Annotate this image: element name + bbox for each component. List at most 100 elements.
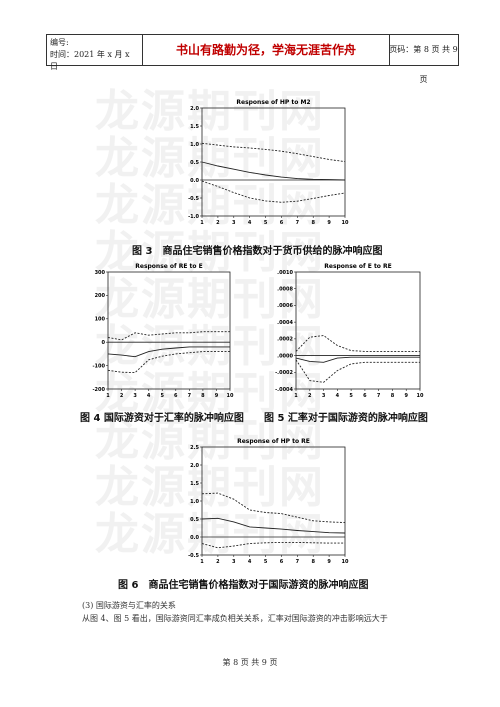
y-tick-label: 0.5 — [190, 517, 199, 523]
y-tick-label: .0000 — [277, 353, 293, 359]
x-tick-label: 6 — [174, 393, 178, 399]
watermark-line: 龙源期刊网 — [95, 368, 325, 419]
x-tick-label: 7 — [188, 393, 192, 399]
chart-svg: Response of E to RE .0010 .0008 .0006 .0004.… — [275, 263, 424, 399]
y-tick-label: -100 — [92, 363, 105, 369]
x-tick-label: 3 — [322, 393, 326, 399]
x-tick-label: 2 — [216, 220, 220, 226]
x-tick-label: 4 — [336, 393, 340, 399]
y-tick-label: 100 — [95, 317, 106, 323]
y-tick-label: .0002 — [277, 337, 293, 343]
x-tick-label: 5 — [349, 393, 353, 399]
x-tick-label: 3 — [232, 220, 236, 226]
figure-5-caption: 图 5 汇率对于国际游资的脉冲响应图 — [264, 413, 428, 424]
chart-title: Response of HP to M2 — [236, 99, 310, 106]
x-tick-label: 2 — [216, 559, 220, 565]
x-tick-label: 3 — [232, 559, 236, 565]
x-tick-label: 8 — [311, 559, 315, 565]
confidence-band-line — [201, 180, 346, 203]
plot-frame — [107, 271, 231, 390]
header-page-info: 页码：第 8 页 共 9 页 — [389, 45, 458, 84]
y-tick-label: -.0002 — [275, 370, 293, 376]
y-tick-label: -.0004 — [275, 387, 293, 393]
x-tick-label: 2 — [308, 393, 312, 399]
watermark-line: 龙源期刊网 — [95, 274, 325, 325]
header-meta: 编号: 时间：2021 年 x 月 x 日 — [47, 35, 143, 71]
x-tick-label: 9 — [327, 559, 331, 565]
x-tick-label: 6 — [280, 220, 284, 226]
x-tick-label: 4 — [248, 220, 252, 226]
x-tick-label: 4 — [248, 559, 252, 565]
x-tick-label: 10 — [227, 393, 234, 399]
page-footer: 第 8 页 共 9 页 — [222, 658, 278, 667]
confidence-band-line — [107, 351, 230, 374]
x-tick-label: 7 — [296, 559, 300, 565]
y-tick-label: 2.5 — [190, 445, 199, 451]
plot-frame — [201, 446, 346, 556]
confidence-band-line — [201, 541, 345, 549]
x-tick-label: 9 — [215, 393, 219, 399]
y-tick-label: -0.5 — [188, 553, 199, 559]
y-tick-label: -0.5 — [188, 196, 199, 202]
x-tick-label: 8 — [311, 220, 315, 226]
y-tick-label: .0004 — [277, 320, 293, 326]
x-tick-label: 5 — [264, 220, 268, 226]
figure-6-chart: Response of HP to RE 2.5 2.0 1.5 1.0 0.5 0.0 -0… — [178, 433, 353, 571]
y-tick-label: 1.0 — [190, 499, 199, 505]
watermark-line: 龙源期刊网 — [95, 227, 325, 278]
x-tick-label: 10 — [342, 559, 349, 565]
chart-title: Response of HP to RE — [237, 438, 310, 445]
plot-frame — [201, 107, 346, 217]
x-tick-label: 10 — [342, 220, 349, 226]
watermark-line: 龙源期刊网 — [95, 86, 325, 137]
watermark-line: 龙源期刊网 — [95, 415, 325, 466]
time-label: 时间：2021 年 x 月 x 日 — [50, 50, 130, 71]
x-tick-label: 4 — [147, 393, 151, 399]
confidence-band-line — [295, 359, 420, 383]
figure-6-caption: 图 6 商品住宅销售价格指数对于国际游资的脉冲响应图 — [118, 580, 369, 591]
x-tick-label: 7 — [296, 220, 300, 226]
y-tick-label: 300 — [95, 270, 106, 276]
x-tick-label: 1 — [200, 559, 204, 565]
watermark-line: 龙源期刊网 — [95, 462, 325, 513]
impulse-response-line — [201, 161, 346, 181]
x-tick-label: 9 — [404, 393, 408, 399]
chart-title: Response of RE to E — [135, 263, 203, 270]
x-tick-label: 3 — [133, 393, 137, 399]
y-tick-label: 1.5 — [190, 124, 199, 130]
x-tick-label: 8 — [391, 393, 395, 399]
figure-4-chart: Response of RE to E 300 200 100 0 -100 -200 1 2 3… — [86, 263, 236, 400]
y-tick-label: -1.0 — [188, 214, 199, 220]
y-tick-label: .0008 — [277, 287, 293, 293]
chart-svg: Response of HP to M2 2.0 1.5 1.0 0.5 0.0 -0.5 -… — [188, 99, 349, 226]
x-tick-label: 10 — [417, 393, 424, 399]
y-tick-label: 200 — [95, 293, 106, 299]
confidence-band-line — [107, 331, 230, 341]
x-tick-label: 5 — [160, 393, 164, 399]
y-tick-label: .0010 — [277, 270, 293, 276]
header-table: 编号: 时间：2021 年 x 月 x 日 书山有路勤为径，学海无涯苦作舟 页码… — [46, 34, 459, 84]
figure-5-chart: Response of E to RE .0010 .0008 .0006 .0004.… — [268, 263, 426, 400]
plot-frame — [295, 271, 421, 390]
y-tick-label: 0.0 — [190, 178, 199, 184]
confidence-band-line — [201, 492, 346, 524]
x-tick-label: 7 — [377, 393, 381, 399]
chart-title: Response of E to RE — [324, 263, 392, 270]
impulse-response-line — [201, 517, 346, 534]
x-tick-label: 8 — [201, 393, 205, 399]
body-paragraph: 从图 4、图 5 看出，国际游资同汇率成负相关关系，汇率对国际游资的冲击影响远大… — [82, 614, 388, 623]
y-tick-label: -200 — [92, 387, 105, 393]
confidence-band-line — [201, 142, 346, 163]
impulse-response-line — [295, 356, 420, 363]
x-tick-label: 5 — [264, 559, 268, 565]
y-tick-label: 0.0 — [190, 535, 199, 541]
figure-3-chart: Response of HP to M2 2.0 1.5 1.0 0.5 0.0 -0.5 -… — [178, 94, 353, 230]
y-tick-label: 2.0 — [190, 106, 199, 112]
id-label: 编号: — [50, 38, 69, 47]
y-tick-label: 1.0 — [190, 142, 199, 148]
figure-3-caption: 图 3 商品住宅销售价格指数对于货币供给的脉冲响应图 — [132, 246, 383, 257]
y-tick-label: 2.0 — [190, 463, 199, 469]
section-title: (3) 国际游资与汇率的关系 — [82, 601, 176, 610]
x-tick-label: 1 — [200, 220, 204, 226]
